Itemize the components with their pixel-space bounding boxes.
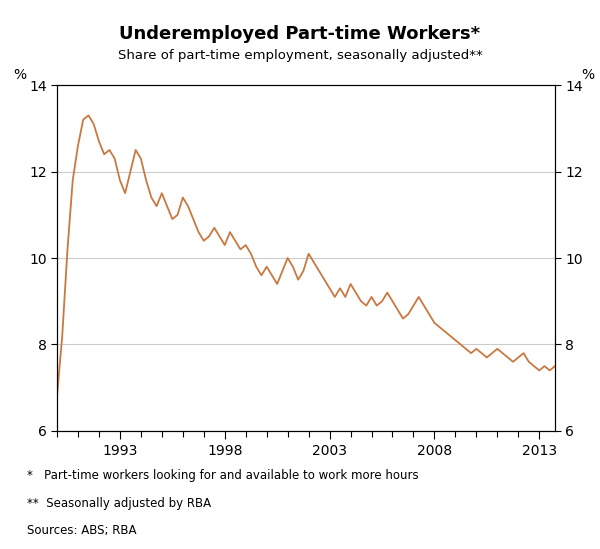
- Text: %: %: [13, 68, 26, 82]
- Text: Underemployed Part-time Workers*: Underemployed Part-time Workers*: [119, 25, 481, 43]
- Text: Sources: ABS; RBA: Sources: ABS; RBA: [27, 524, 137, 537]
- Text: Share of part-time employment, seasonally adjusted**: Share of part-time employment, seasonall…: [118, 49, 482, 63]
- Text: %: %: [581, 68, 594, 82]
- Text: **  Seasonally adjusted by RBA: ** Seasonally adjusted by RBA: [27, 497, 211, 510]
- Text: *   Part-time workers looking for and available to work more hours: * Part-time workers looking for and avai…: [27, 469, 419, 483]
